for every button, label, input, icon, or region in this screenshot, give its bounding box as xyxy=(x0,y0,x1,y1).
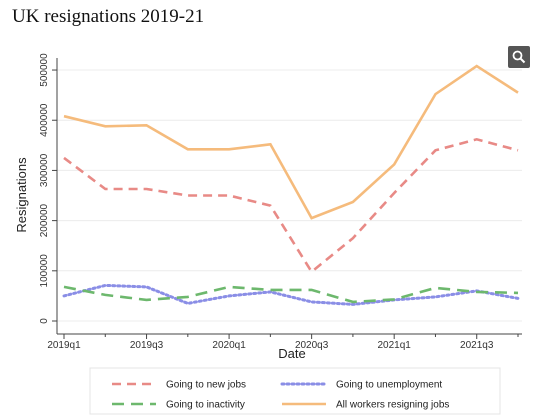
x-axis-title: Date xyxy=(278,346,305,361)
x-tick-label: 2020q3 xyxy=(295,340,329,351)
y-tick-label: 300000 xyxy=(39,153,50,187)
legend-label-3: All workers resigning jobs xyxy=(336,400,449,411)
legend-label-2: Going to inactivity xyxy=(166,400,245,411)
y-tick-label: 200000 xyxy=(39,203,50,237)
y-ticks: 0 100000 200000 300000 400000 500000 xyxy=(39,53,57,324)
y-tick-label: 0 xyxy=(39,318,50,324)
series-lines xyxy=(62,64,520,306)
grid xyxy=(57,69,522,322)
y-tick-label: 100000 xyxy=(39,254,50,288)
x-tick-label: 2019q1 xyxy=(47,340,81,351)
x-ticks: 2019q1 2019q3 2020q1 2020q3 2021q1 2021q3 xyxy=(47,334,519,351)
magnifier-icon xyxy=(512,50,526,64)
y-tick-label: 400000 xyxy=(39,103,50,137)
x-tick-label: 2020q1 xyxy=(212,340,246,351)
series-line-0 xyxy=(63,137,519,274)
x-tick-label: 2021q1 xyxy=(377,340,411,351)
page-title: UK resignations 2019-21 xyxy=(12,6,205,27)
legend-box xyxy=(89,367,501,415)
legend-label-1: Going to unemployment xyxy=(336,380,442,391)
y-tick-label: 500000 xyxy=(39,53,50,87)
legend: Going to new jobs Going to unemployment Go… xyxy=(112,380,449,411)
zoom-button[interactable] xyxy=(508,46,530,68)
series-line-1 xyxy=(62,283,520,306)
x-tick-label: 2021q3 xyxy=(460,340,494,351)
legend-label-0: Going to new jobs xyxy=(166,380,246,391)
series-line-2 xyxy=(63,285,519,304)
y-axis-title: Resignations xyxy=(14,157,29,233)
x-tick-label: 2019q3 xyxy=(130,340,164,351)
series-line-3 xyxy=(63,64,519,220)
